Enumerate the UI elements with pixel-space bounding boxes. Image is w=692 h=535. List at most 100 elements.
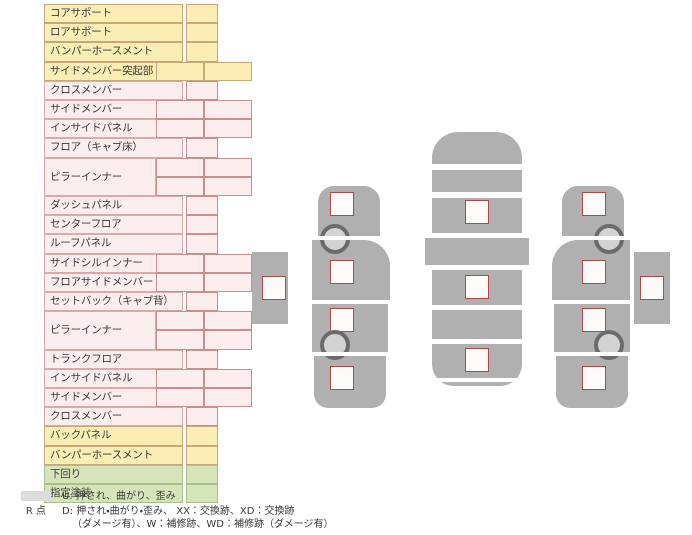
right-view-wing-seam — [630, 252, 634, 326]
table-row-label: センターフロア — [44, 215, 183, 235]
table-grid-cell[interactable] — [204, 388, 252, 408]
left-view-seam-2 — [312, 300, 392, 304]
legend-description-line: D: 押され・曲がり・歪み、 XX：交換跡、XD：交換跡 — [62, 505, 295, 517]
table-grid-cell[interactable] — [204, 311, 252, 331]
table-grid-cell[interactable] — [156, 388, 204, 408]
table-grid-cell[interactable] — [186, 196, 218, 216]
table-grid-cell[interactable] — [186, 215, 218, 235]
left-view-wing-seam — [288, 252, 292, 326]
legend-key — [16, 490, 56, 503]
center-view-seam-3 — [422, 233, 532, 238]
right-view-seam-3 — [552, 352, 632, 356]
center-view-rear-panel — [432, 310, 522, 340]
table-grid-cell[interactable] — [156, 119, 204, 139]
table-grid-cell[interactable] — [186, 42, 218, 62]
center-view-seam-7 — [430, 378, 524, 382]
table-row-label: インサイドパネル — [44, 119, 183, 139]
mark-center-1[interactable] — [465, 200, 489, 224]
legend-description: D: 押され・曲がり・歪み、 XX：交換跡、XD：交換跡 （ダメージ有）、W：補修… — [62, 505, 333, 532]
table-grid-cell[interactable] — [156, 61, 204, 81]
center-view-seam-4 — [422, 265, 532, 270]
mark-left-3[interactable] — [330, 308, 354, 332]
table-grid-cell[interactable] — [186, 349, 218, 369]
mark-left-5[interactable] — [262, 276, 286, 300]
table-grid-cell[interactable] — [156, 311, 204, 331]
center-view-seam-6 — [430, 339, 524, 344]
table-row-label: ルーフパネル — [44, 234, 183, 254]
center-view-cowl — [432, 170, 522, 194]
table-grid-cell[interactable] — [186, 407, 218, 427]
table-row-label: フロア（キャブ床） — [44, 138, 183, 158]
table-grid-cell[interactable] — [156, 330, 204, 350]
table-grid-cell[interactable] — [204, 272, 252, 292]
table-grid-cell[interactable] — [204, 176, 252, 196]
mark-center-3[interactable] — [465, 348, 489, 372]
table-row-label: ダッシュパネル — [44, 196, 183, 216]
table-grid-cell[interactable] — [156, 368, 204, 388]
table-row-label: 下回り — [44, 464, 183, 484]
center-view-seam-2 — [430, 192, 524, 197]
table-grid-cell[interactable] — [186, 80, 218, 100]
table-row-label: クロスメンバー — [44, 407, 183, 427]
mark-right-3[interactable] — [582, 308, 606, 332]
right-view-seam-2 — [552, 300, 632, 304]
table-grid-cell[interactable] — [156, 272, 204, 292]
table-grid-cell[interactable] — [186, 464, 218, 484]
mark-right-2[interactable] — [582, 260, 606, 284]
legend-swatch — [21, 491, 51, 501]
table-row-label: バンパーホースメント — [44, 42, 183, 62]
table-grid-cell[interactable] — [204, 330, 252, 350]
legend-key: R 点 — [25, 505, 47, 517]
table-grid-cell[interactable] — [186, 445, 218, 465]
table-grid-cell[interactable] — [204, 157, 252, 177]
table-grid-cell[interactable] — [156, 176, 204, 196]
table-row-label: ピラーインナー — [44, 157, 156, 196]
mark-center-2[interactable] — [465, 275, 489, 299]
table-row-label: サイドメンバー — [44, 388, 183, 408]
mark-left-1[interactable] — [330, 192, 354, 216]
table-grid-cell[interactable] — [156, 100, 204, 120]
legend-description-line: （ダメージ有）、W：補修跡、WD：補修跡（ダメージ有） — [72, 519, 334, 530]
legend-description-line: U: 押され、曲がり、歪み — [62, 491, 176, 502]
vehicle-diagram — [252, 120, 682, 408]
left-view-seam-1 — [312, 236, 392, 240]
table-grid-cell[interactable] — [186, 426, 218, 446]
mark-right-4[interactable] — [582, 366, 606, 390]
table-grid-cell[interactable] — [156, 253, 204, 273]
table-row-label: トランクフロア — [44, 349, 183, 369]
table-grid-cell[interactable] — [186, 4, 218, 24]
mark-left-4[interactable] — [330, 366, 354, 390]
table-row-label: セットバック（キャブ背） — [44, 292, 183, 312]
table-grid-cell[interactable] — [186, 234, 218, 254]
table-row-label: バックパネル — [44, 426, 183, 446]
mark-right-1[interactable] — [582, 192, 606, 216]
center-view-seam-5 — [430, 305, 524, 310]
table-grid-cell[interactable] — [204, 253, 252, 273]
left-view-seam-3 — [312, 352, 392, 356]
table-row-label: 指定塗装 — [44, 484, 183, 504]
table-grid-cell[interactable] — [186, 138, 218, 158]
legend-description: U: 押され、曲がり、歪み — [62, 490, 176, 504]
table-grid-cell[interactable] — [204, 119, 252, 139]
table-grid-cell[interactable] — [186, 23, 218, 43]
condition-table: コアサポート ロアサポート バンパーホースメント サイドメンバー突起部 クロスメンバーサ… — [44, 4, 256, 504]
table-grid-cell[interactable] — [204, 100, 252, 120]
table-grid-cell[interactable] — [204, 61, 252, 81]
legend: U: 押され、曲がり、歪み R 点 D: 押され・曲がり・歪み、 XX：交換跡、XD… — [16, 490, 416, 534]
table-row-label: ロアサポート — [44, 23, 183, 43]
center-view-seam-1 — [430, 164, 524, 168]
table-row-label: ピラーインナー — [44, 311, 156, 350]
table-row-label: コアサポート — [44, 4, 183, 24]
right-view-seam-1 — [552, 236, 632, 240]
table-grid-cell[interactable] — [204, 368, 252, 388]
table-grid-cell[interactable] — [186, 292, 218, 312]
table-row-label: サイドメンバー突起部 — [44, 61, 183, 81]
table-grid-cell[interactable] — [156, 157, 204, 177]
table-row-label: フロアサイドメンバー — [44, 272, 183, 292]
table-grid-cell[interactable] — [186, 484, 218, 504]
mark-right-5[interactable] — [640, 276, 664, 300]
table-row-label: サイドメンバー — [44, 100, 183, 120]
center-view-hood — [432, 132, 522, 166]
mark-left-2[interactable] — [330, 260, 354, 284]
